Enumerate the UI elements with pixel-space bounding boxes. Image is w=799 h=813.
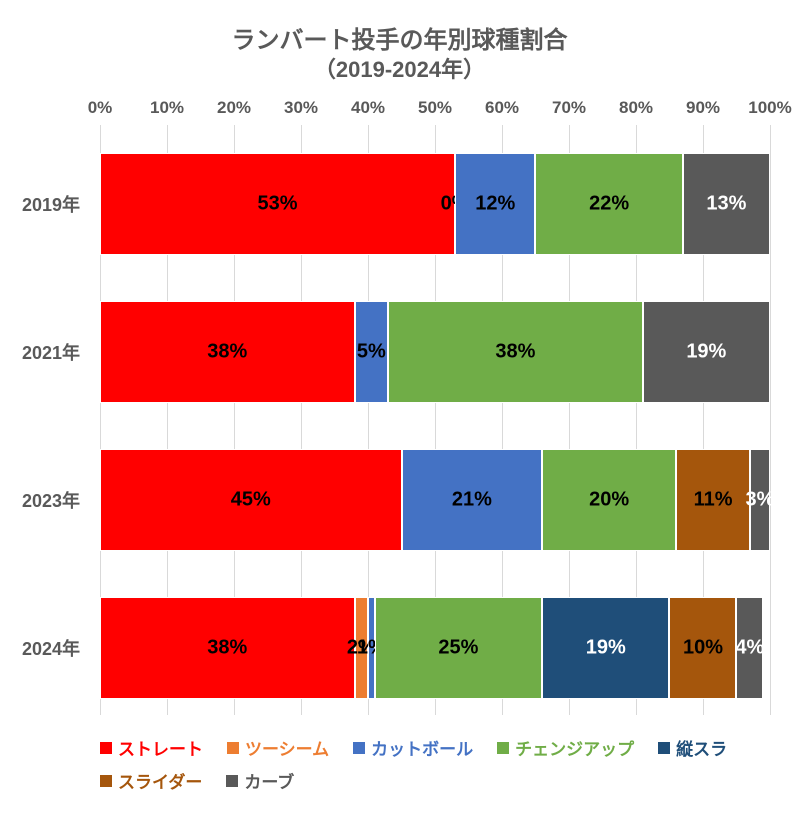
x-tick-label: 60% xyxy=(485,98,519,118)
segment-label: 11% xyxy=(694,489,733,512)
segment-label: 53% xyxy=(258,193,298,216)
legend-item: カットボール xyxy=(353,735,473,760)
bar-segment: 19% xyxy=(542,597,669,699)
segment-label: 3% xyxy=(745,489,774,512)
bar-segment: 38% xyxy=(388,301,643,403)
legend-marker xyxy=(353,742,365,754)
bar-segment: 22% xyxy=(535,153,682,255)
chart-subtitle: （2019-2024年） xyxy=(0,52,799,84)
y-category-label: 2024年 xyxy=(22,635,80,661)
legend-label: 縦スラ xyxy=(676,735,727,760)
bar-segment: 38% xyxy=(100,301,355,403)
legend-label: ストレート xyxy=(118,735,203,760)
segment-label: 19% xyxy=(586,637,626,660)
x-tick-label: 40% xyxy=(351,98,385,118)
segment-label: 38% xyxy=(207,341,247,364)
segment-label: 21% xyxy=(452,489,492,512)
legend-item: カーブ xyxy=(226,768,294,793)
x-tick-label: 20% xyxy=(217,98,251,118)
segment-label: 38% xyxy=(207,637,247,660)
segment-label: 45% xyxy=(231,489,271,512)
y-category-label: 2023年 xyxy=(22,487,80,513)
bar-segment: 45% xyxy=(100,449,402,551)
legend-marker xyxy=(658,742,670,754)
bar-row: 38% 5% 38% 19% xyxy=(100,301,770,403)
bar-segment: 13% xyxy=(683,153,770,255)
x-tick-label: 50% xyxy=(418,98,452,118)
legend-label: カットボール xyxy=(371,735,473,760)
segment-label: 19% xyxy=(686,341,726,364)
segment-label: 38% xyxy=(495,341,535,364)
legend-item: チェンジアップ xyxy=(497,735,634,760)
segment-label: 22% xyxy=(589,193,629,216)
chart-title: ランバート投手の年別球種割合 xyxy=(0,20,799,55)
segment-label: 5% xyxy=(357,341,386,364)
chart-container: ランバート投手の年別球種割合 （2019-2024年） 0% 10% 20% 30% 4… xyxy=(0,0,799,813)
bar-segment: 5% xyxy=(355,301,389,403)
bar-row: 38%2%1%25%19%10%4% xyxy=(100,597,770,699)
x-tick-label: 90% xyxy=(686,98,720,118)
bar-segment: 19% xyxy=(643,301,770,403)
x-tick-label: 100% xyxy=(748,98,791,118)
legend-marker xyxy=(497,742,509,754)
x-tick-label: 80% xyxy=(619,98,653,118)
segment-label: 4% xyxy=(735,637,764,660)
segment-label: 20% xyxy=(589,489,629,512)
bar-segment: 10% xyxy=(669,597,736,699)
legend-marker xyxy=(227,742,239,754)
x-tick-label: 10% xyxy=(150,98,184,118)
legend-label: ツーシーム xyxy=(245,735,329,760)
x-tick-label: 70% xyxy=(552,98,586,118)
bar-segment: 11% xyxy=(676,449,750,551)
legend-marker xyxy=(226,775,238,787)
legend-item: 縦スラ xyxy=(658,735,727,760)
bar-segment: 53% xyxy=(100,153,455,255)
bar-row: 53%0%12%22%13% xyxy=(100,153,770,255)
bar-segment: 1% xyxy=(368,597,375,699)
legend-item: スライダー xyxy=(100,768,202,793)
bar-segment: 4% xyxy=(736,597,763,699)
legend-label: チェンジアップ xyxy=(515,735,634,760)
legend-marker xyxy=(100,775,112,787)
y-category-label: 2021年 xyxy=(22,339,80,365)
bar-segment: 38% xyxy=(100,597,355,699)
segment-label: 10% xyxy=(683,637,723,660)
bar-segment: 3% xyxy=(750,449,770,551)
plot-area: 53%0%12%22%13%38%5%38%19%45%21%20%11%3%3… xyxy=(100,125,770,715)
bar-segment: 20% xyxy=(542,449,676,551)
bar-segment: 25% xyxy=(375,597,543,699)
legend-item: ストレート xyxy=(100,735,203,760)
segment-label: 12% xyxy=(475,193,515,216)
legend-label: スライダー xyxy=(118,768,202,793)
bar-segment: 12% xyxy=(455,153,535,255)
y-category-label: 2019年 xyxy=(22,191,80,217)
bar-row: 45% 21% 20% 11% 3% xyxy=(100,449,770,551)
bar-segment: 21% xyxy=(402,449,543,551)
segment-label: 25% xyxy=(438,637,478,660)
legend-label: カーブ xyxy=(244,768,294,793)
segment-label: 13% xyxy=(706,193,746,216)
x-tick-label: 0% xyxy=(88,98,113,118)
legend-item: ツーシーム xyxy=(227,735,329,760)
x-tick-label: 30% xyxy=(284,98,318,118)
legend: ストレート ツーシーム カットボール チェンジアップ 縦スラスライダー カーブ xyxy=(100,735,770,793)
gridline xyxy=(770,125,771,715)
legend-marker xyxy=(100,742,112,754)
